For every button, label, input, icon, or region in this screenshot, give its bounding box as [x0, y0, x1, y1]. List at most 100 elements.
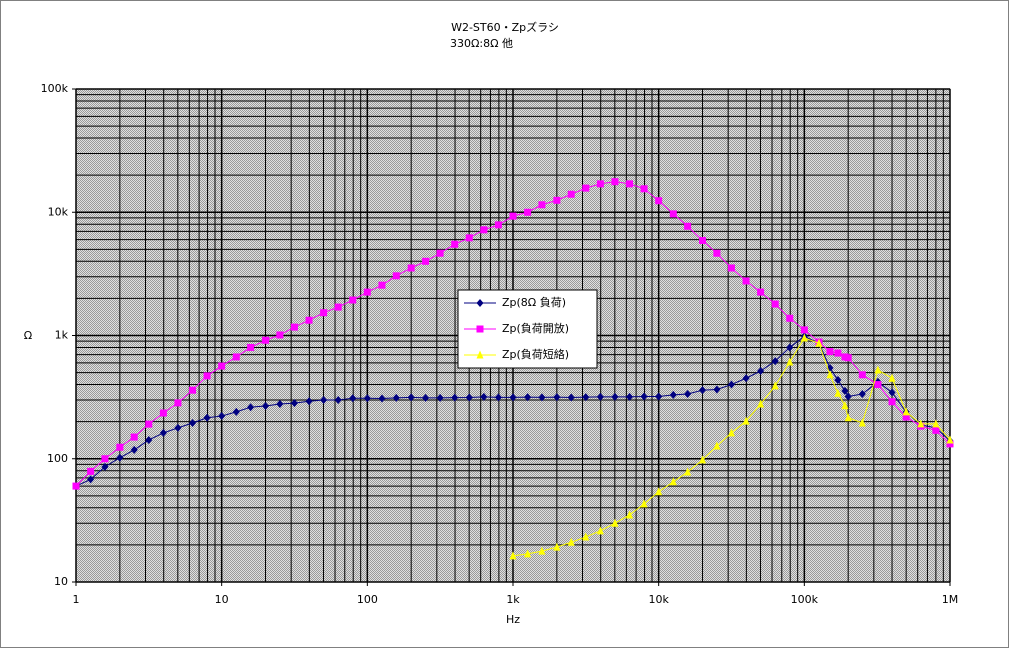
marker [742, 374, 750, 383]
marker [888, 373, 896, 382]
marker [203, 372, 211, 380]
marker [465, 234, 473, 242]
marker [841, 401, 849, 410]
marker [276, 331, 284, 339]
marker [436, 249, 444, 257]
marker [538, 201, 546, 209]
chart-subtitle: 330Ω:8Ω 他 [450, 37, 513, 50]
marker [334, 395, 342, 404]
marker [363, 288, 371, 296]
marker [844, 413, 852, 422]
marker [87, 467, 95, 475]
marker [422, 393, 430, 402]
marker [480, 226, 488, 234]
marker [640, 185, 648, 193]
marker [844, 392, 852, 401]
legend-label: Zp(8Ω 負荷) [502, 296, 566, 309]
marker [145, 420, 153, 428]
marker [582, 393, 590, 402]
marker [669, 477, 677, 486]
marker [407, 393, 415, 402]
marker [290, 399, 298, 408]
x-tick-label: 1 [73, 593, 80, 606]
marker [771, 381, 779, 390]
y-tick-label: 100 [47, 452, 68, 465]
marker [786, 314, 794, 322]
marker [509, 393, 517, 402]
marker [713, 249, 721, 257]
marker [727, 264, 735, 272]
marker [826, 370, 834, 379]
x-tick-label: 100k [791, 593, 819, 606]
marker [844, 354, 852, 362]
marker [451, 240, 459, 248]
marker [553, 196, 561, 204]
marker [476, 325, 484, 333]
marker [247, 343, 255, 351]
marker [800, 333, 808, 342]
y-axis-label: Ω [24, 329, 32, 342]
y-tick-label: 1k [55, 329, 69, 342]
marker [888, 398, 896, 406]
marker [596, 526, 604, 535]
marker [159, 409, 167, 417]
marker [786, 343, 794, 352]
marker [189, 386, 197, 394]
marker [451, 393, 459, 402]
marker [917, 419, 925, 428]
marker [713, 441, 721, 450]
marker [684, 390, 692, 399]
marker [567, 190, 575, 198]
marker [815, 338, 823, 347]
marker [713, 385, 721, 394]
x-tick-label: 1M [942, 593, 959, 606]
x-axis-label: Hz [506, 613, 520, 626]
marker [116, 453, 124, 462]
marker [888, 388, 896, 397]
marker [524, 208, 532, 216]
y-tick-label: 10 [54, 575, 68, 588]
marker [874, 365, 882, 374]
marker [218, 362, 226, 370]
marker [232, 407, 240, 416]
marker [218, 412, 226, 421]
marker [640, 392, 648, 401]
marker [262, 401, 270, 410]
marker [392, 393, 400, 402]
marker [494, 393, 502, 402]
marker [699, 386, 707, 395]
marker [305, 316, 313, 324]
marker [538, 546, 546, 555]
legend: Zp(8Ω 負荷) Zp(負荷開放) Zp(負荷短絡) [457, 289, 598, 369]
marker [858, 390, 866, 399]
marker [476, 299, 484, 307]
marker [509, 551, 517, 560]
marker [742, 416, 750, 425]
marker [320, 309, 328, 317]
marker [699, 455, 707, 464]
x-tick-label: 10k [648, 593, 669, 606]
marker [422, 257, 430, 265]
marker [130, 445, 138, 454]
marker [567, 537, 575, 546]
marker [334, 303, 342, 311]
marker [834, 376, 842, 385]
marker [349, 296, 357, 304]
marker [582, 532, 590, 541]
marker [524, 549, 532, 558]
marker [834, 388, 842, 397]
marker [841, 386, 849, 395]
marker [476, 350, 484, 359]
marker [72, 482, 80, 490]
marker [567, 393, 575, 402]
marker [363, 394, 371, 403]
marker [247, 403, 255, 412]
marker [626, 180, 634, 188]
marker [101, 462, 109, 471]
marker [800, 326, 808, 334]
legend-label: Zp(負荷短絡) [502, 347, 569, 361]
marker [436, 393, 444, 402]
marker [378, 281, 386, 289]
marker [684, 467, 692, 476]
